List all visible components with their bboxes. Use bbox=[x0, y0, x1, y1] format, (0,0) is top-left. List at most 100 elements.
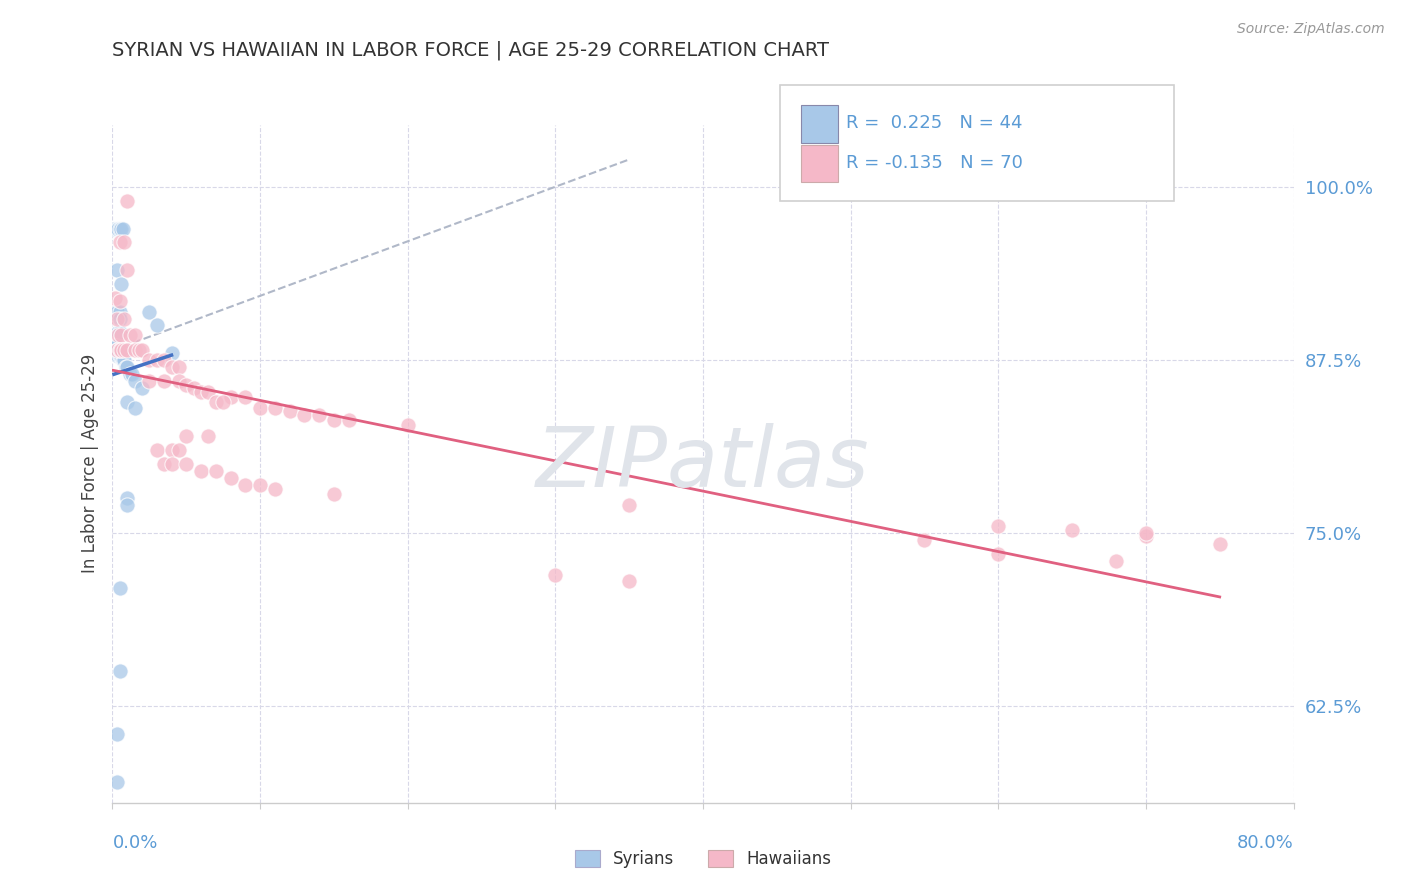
Point bbox=[108, 221, 131, 235]
Text: 0.0%: 0.0% bbox=[112, 834, 157, 852]
Point bbox=[146, 353, 169, 368]
Point bbox=[219, 471, 242, 485]
Point bbox=[128, 343, 150, 358]
Point bbox=[146, 442, 169, 457]
Point bbox=[131, 381, 153, 395]
Point bbox=[110, 221, 132, 235]
Point bbox=[111, 343, 134, 358]
Point bbox=[205, 464, 228, 478]
Legend: Syrians, Hawaiians: Syrians, Hawaiians bbox=[568, 843, 838, 875]
Point bbox=[108, 326, 131, 340]
Point bbox=[183, 381, 205, 395]
Point bbox=[1208, 537, 1232, 551]
Point bbox=[104, 339, 127, 353]
Point bbox=[212, 394, 235, 409]
Point bbox=[105, 726, 128, 740]
Point bbox=[190, 464, 212, 478]
Point bbox=[160, 346, 183, 360]
Point bbox=[278, 404, 301, 418]
Point bbox=[120, 367, 142, 381]
Y-axis label: In Labor Force | Age 25-29: In Labor Force | Age 25-29 bbox=[80, 354, 98, 574]
Text: Source: ZipAtlas.com: Source: ZipAtlas.com bbox=[1237, 22, 1385, 37]
Point bbox=[110, 343, 132, 358]
Point bbox=[117, 359, 138, 374]
Point bbox=[121, 367, 143, 381]
Point bbox=[105, 263, 128, 277]
Point bbox=[160, 442, 183, 457]
Point bbox=[219, 391, 242, 405]
Point bbox=[114, 359, 136, 374]
Point bbox=[396, 418, 419, 433]
Point bbox=[105, 221, 128, 235]
Point bbox=[108, 293, 131, 308]
Point bbox=[104, 291, 127, 305]
Point bbox=[117, 499, 138, 513]
Point bbox=[308, 409, 330, 423]
Point bbox=[105, 339, 128, 353]
Point bbox=[107, 221, 129, 235]
Point bbox=[249, 477, 271, 491]
Point bbox=[108, 304, 131, 318]
Point bbox=[112, 343, 135, 358]
Point bbox=[167, 374, 190, 388]
Point bbox=[124, 401, 146, 416]
Point bbox=[337, 412, 360, 426]
Point bbox=[190, 384, 212, 399]
Point bbox=[110, 343, 132, 358]
Text: SYRIAN VS HAWAIIAN IN LABOR FORCE | AGE 25-29 CORRELATION CHART: SYRIAN VS HAWAIIAN IN LABOR FORCE | AGE … bbox=[112, 40, 830, 60]
Point bbox=[1062, 523, 1084, 537]
Point bbox=[987, 547, 1010, 561]
Point bbox=[111, 353, 134, 368]
Point bbox=[167, 359, 190, 374]
Text: R = -0.135   N = 70: R = -0.135 N = 70 bbox=[846, 154, 1024, 172]
Point bbox=[105, 304, 128, 318]
Point bbox=[233, 477, 256, 491]
Point bbox=[105, 343, 128, 358]
Point bbox=[108, 349, 131, 363]
Point bbox=[124, 374, 146, 388]
Text: R =  0.225   N = 44: R = 0.225 N = 44 bbox=[846, 114, 1024, 132]
Point bbox=[138, 304, 160, 318]
Point bbox=[117, 343, 138, 358]
Point bbox=[112, 311, 135, 326]
Point bbox=[105, 343, 128, 358]
Point bbox=[264, 482, 287, 496]
Point bbox=[108, 343, 131, 358]
Point bbox=[323, 487, 346, 501]
Point bbox=[117, 263, 138, 277]
Point bbox=[1135, 526, 1157, 541]
Point bbox=[544, 567, 567, 582]
Point bbox=[174, 378, 197, 392]
Point bbox=[112, 353, 135, 368]
Point bbox=[108, 235, 131, 250]
Point bbox=[110, 349, 132, 363]
Point bbox=[117, 394, 138, 409]
Point bbox=[1135, 529, 1157, 543]
Point bbox=[103, 339, 125, 353]
Text: ZIPatlas: ZIPatlas bbox=[536, 424, 870, 504]
Point bbox=[619, 499, 641, 513]
Point bbox=[292, 409, 315, 423]
Point bbox=[105, 311, 128, 326]
Point bbox=[107, 349, 129, 363]
Point bbox=[914, 533, 936, 547]
Point bbox=[110, 328, 132, 343]
Text: 80.0%: 80.0% bbox=[1237, 834, 1294, 852]
Point bbox=[107, 343, 129, 358]
Point bbox=[146, 318, 169, 333]
Point bbox=[124, 343, 146, 358]
Point bbox=[131, 343, 153, 358]
Point bbox=[233, 391, 256, 405]
Point bbox=[160, 457, 183, 471]
Point bbox=[249, 401, 271, 416]
Point bbox=[197, 384, 219, 399]
Point bbox=[1105, 554, 1128, 568]
Point bbox=[103, 221, 125, 235]
Point bbox=[174, 457, 197, 471]
Point bbox=[108, 665, 131, 679]
Point bbox=[987, 519, 1010, 533]
Point bbox=[160, 359, 183, 374]
Point bbox=[323, 412, 346, 426]
Point bbox=[124, 328, 146, 343]
Point bbox=[153, 457, 176, 471]
